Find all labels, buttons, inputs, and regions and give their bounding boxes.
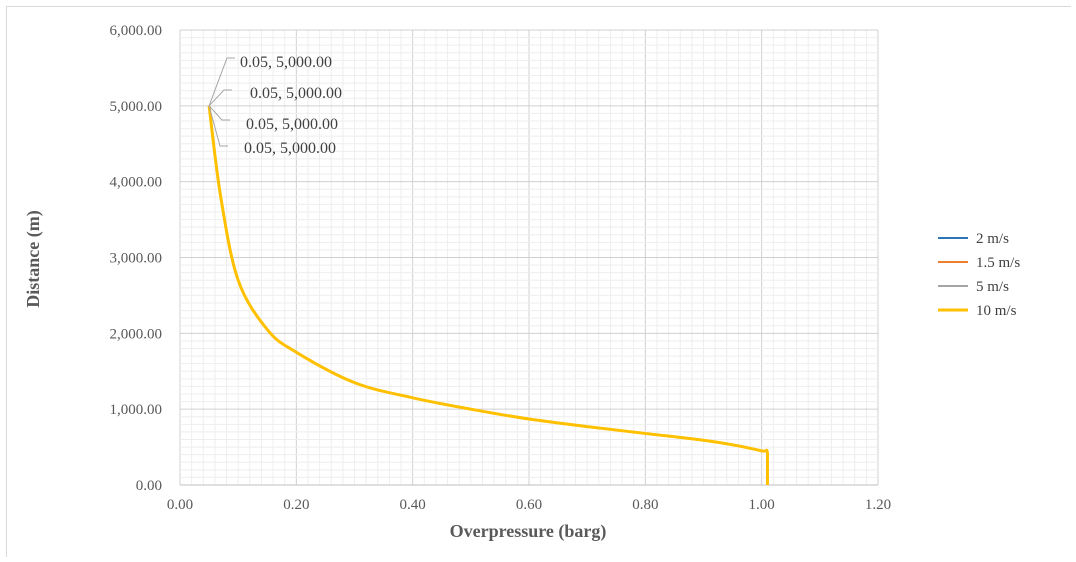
y-tick-label: 3,000.00 (110, 251, 163, 267)
x-tick-label: 0.00 (167, 497, 193, 513)
legend: 2 m/s 1.5 m/s 5 m/s 10 m/s (938, 231, 1020, 319)
legend-label: 1.5 m/s (976, 255, 1020, 271)
x-tick-label: 0.60 (516, 497, 542, 513)
x-tick-label: 0.20 (283, 497, 309, 513)
grid (179, 29, 879, 486)
annotation-leader (208, 89, 232, 107)
y-tick-label: 4,000.00 (110, 175, 163, 191)
legend-label: 2 m/s (976, 231, 1009, 247)
annotation-leader (208, 105, 228, 147)
y-tick-label: 2,000.00 (110, 326, 163, 342)
x-tick-label: 1.00 (749, 497, 775, 513)
data-label-annotation: 0.05, 5,000.00 (240, 54, 332, 71)
y-tick-labels: 0.00 1,000.00 2,000.00 3,000.00 4,000.00 5,00… (110, 23, 163, 494)
y-tick-label: 0.00 (136, 478, 162, 494)
y-tick-label: 5,000.00 (110, 99, 163, 115)
legend-label: 5 m/s (976, 279, 1009, 295)
x-tick-label: 0.40 (400, 497, 426, 513)
data-label-annotation: 0.05, 5,000.00 (244, 140, 336, 157)
data-label-annotation: 0.05, 5,000.00 (250, 85, 342, 102)
series-lines (207, 105, 769, 485)
legend-label: 10 m/s (976, 303, 1017, 319)
series-line-4 (207, 105, 769, 485)
x-axis-title: Overpressure (barg) (450, 521, 607, 542)
x-tick-label: 1.20 (865, 497, 891, 513)
annotation-leader (208, 57, 235, 107)
chart-frame (6, 6, 1071, 557)
y-axis-title: Distance (m) (23, 210, 44, 307)
x-tick-labels: 0.00 0.20 0.40 0.60 0.80 1.00 1.20 (167, 497, 891, 513)
y-tick-label: 6,000.00 (110, 23, 163, 39)
data-label-annotation: 0.05, 5,000.00 (246, 116, 338, 133)
y-tick-label: 1,000.00 (110, 402, 163, 418)
data-label-annotations: 0.05, 5,000.00 0.05, 5,000.00 0.05, 5,000.… (208, 54, 342, 157)
annotation-leader (208, 105, 230, 121)
x-tick-label: 0.80 (632, 497, 658, 513)
